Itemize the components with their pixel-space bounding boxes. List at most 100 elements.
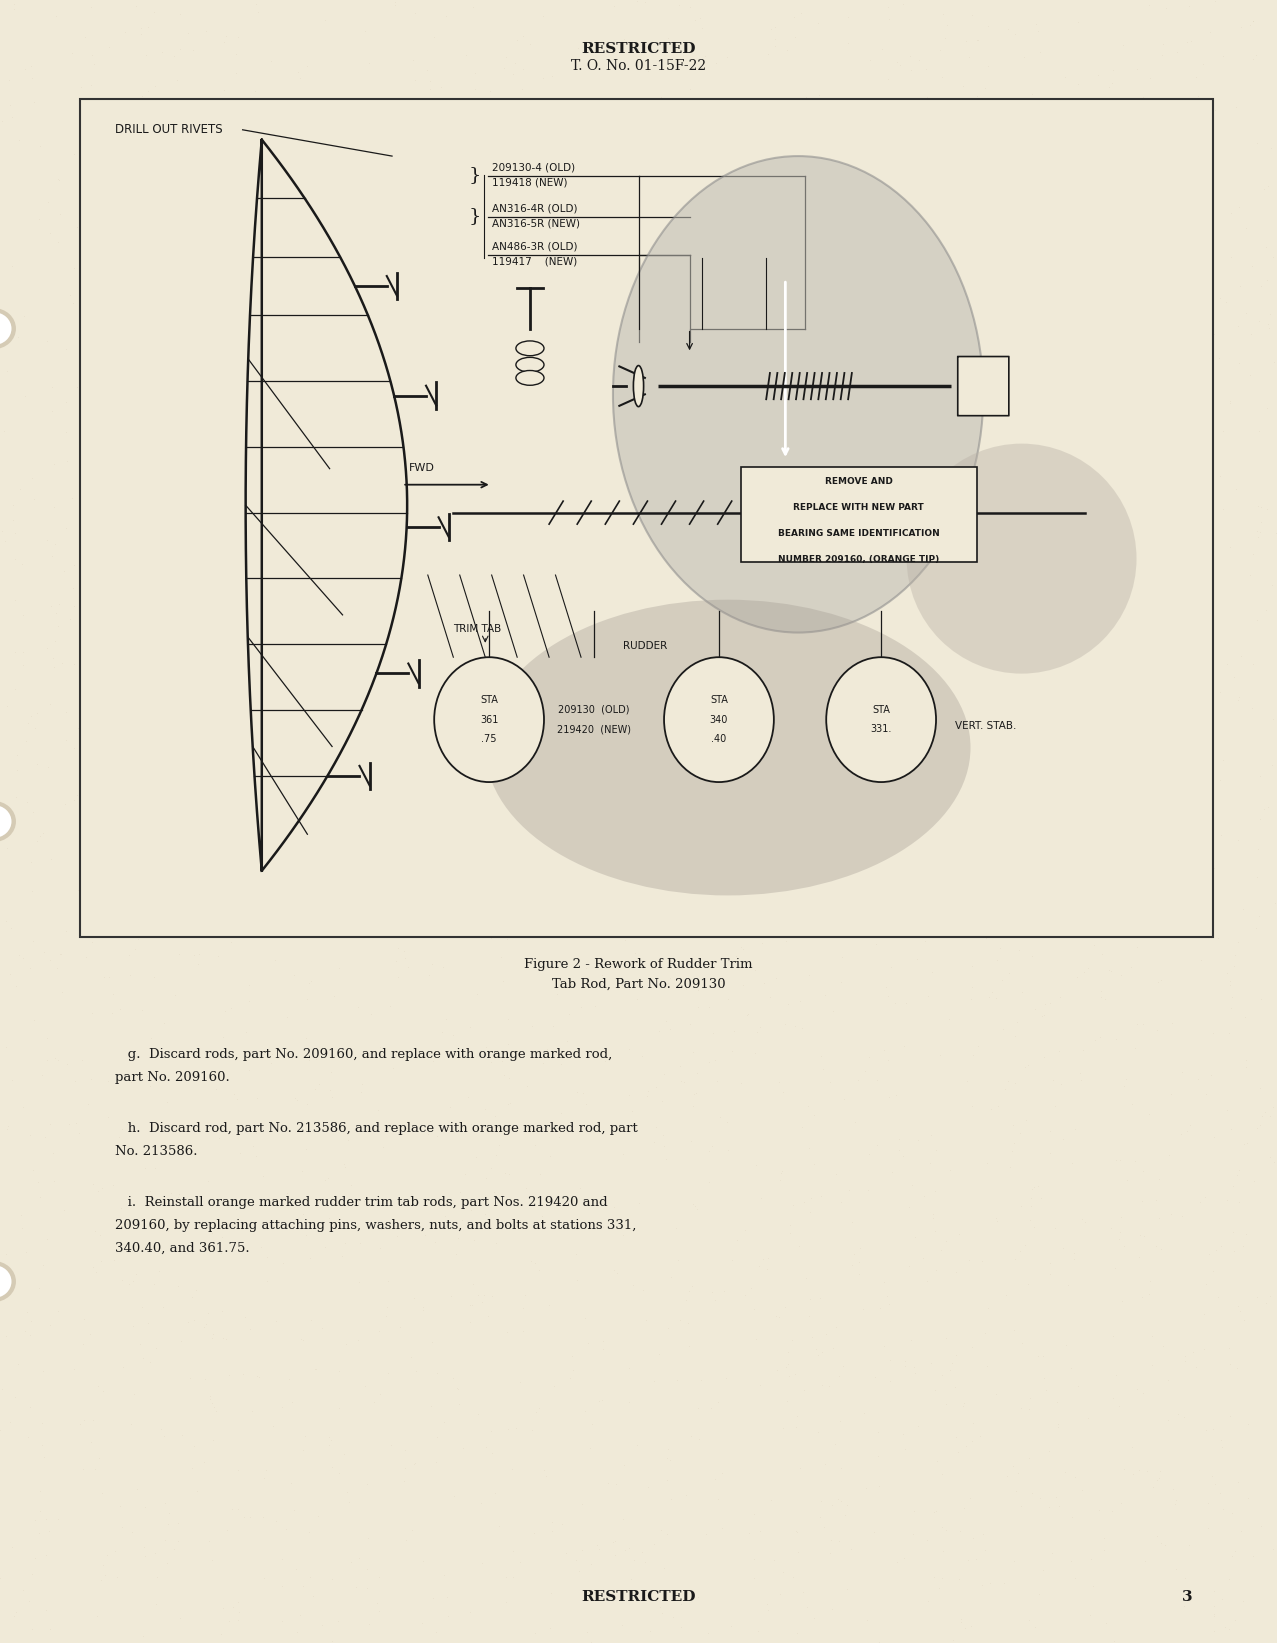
Point — [45, 628, 65, 654]
Point — [1189, 1188, 1209, 1214]
Point — [60, 606, 80, 633]
Point — [1138, 1457, 1158, 1484]
Point — [1061, 1503, 1082, 1530]
Point — [512, 23, 533, 49]
Point — [140, 1025, 161, 1052]
Point — [40, 692, 60, 718]
Point — [221, 994, 241, 1020]
Point — [273, 1250, 294, 1277]
Point — [91, 1249, 111, 1275]
Point — [1022, 1480, 1042, 1507]
Point — [140, 733, 161, 759]
Point — [644, 877, 664, 904]
Point — [1220, 388, 1240, 414]
Point — [203, 1395, 223, 1421]
Point — [198, 797, 218, 823]
Point — [1068, 8, 1088, 35]
Bar — [741, 467, 977, 562]
Point — [1203, 759, 1223, 785]
Point — [1181, 274, 1202, 301]
Point — [797, 506, 817, 532]
Point — [912, 394, 932, 421]
Point — [610, 421, 631, 447]
Point — [388, 935, 409, 961]
Text: i.  Reinstall orange marked rudder trim tab rods, part Nos. 219420 and: i. Reinstall orange marked rudder trim t… — [115, 1196, 608, 1209]
Point — [447, 153, 467, 179]
Point — [259, 637, 280, 664]
Point — [391, 127, 411, 153]
Point — [893, 0, 913, 16]
Point — [779, 209, 799, 235]
Point — [338, 1127, 359, 1153]
Point — [736, 212, 756, 238]
Point — [614, 927, 635, 953]
Point — [902, 186, 922, 212]
Point — [350, 1231, 370, 1257]
Ellipse shape — [664, 657, 774, 782]
Point — [1065, 1116, 1085, 1142]
Point — [0, 1564, 10, 1590]
Point — [344, 463, 364, 490]
Point — [216, 866, 236, 892]
Point — [727, 194, 747, 220]
Point — [599, 595, 619, 621]
Point — [56, 918, 77, 945]
Point — [986, 1382, 1006, 1408]
Point — [1066, 725, 1087, 751]
Point — [684, 1193, 705, 1219]
Point — [784, 1360, 805, 1387]
Point — [0, 527, 15, 554]
Point — [1179, 1531, 1199, 1558]
Point — [962, 1334, 982, 1360]
Point — [650, 427, 670, 453]
Point — [743, 439, 764, 465]
Point — [746, 715, 766, 741]
Point — [355, 882, 375, 909]
Point — [1091, 1024, 1111, 1050]
Point — [266, 946, 286, 973]
Point — [603, 168, 623, 194]
Point — [101, 366, 121, 393]
Point — [1060, 317, 1080, 343]
Point — [815, 983, 835, 1009]
Point — [1186, 585, 1207, 611]
Point — [243, 1132, 263, 1158]
Point — [715, 1365, 736, 1392]
Point — [907, 432, 927, 458]
Point — [278, 352, 299, 378]
Point — [746, 1326, 766, 1352]
Point — [435, 3, 456, 30]
Point — [295, 621, 315, 647]
Point — [151, 702, 171, 728]
Point — [98, 1068, 119, 1094]
Point — [37, 527, 57, 554]
Point — [821, 1528, 842, 1554]
Point — [319, 700, 340, 726]
Point — [992, 508, 1013, 534]
Point — [281, 907, 301, 933]
Point — [614, 1536, 635, 1562]
Point — [976, 705, 996, 731]
Point — [225, 642, 245, 669]
Point — [1008, 547, 1028, 573]
Point — [913, 641, 933, 667]
Point — [1020, 1208, 1041, 1234]
Point — [1228, 683, 1249, 710]
Point — [714, 1278, 734, 1305]
Point — [621, 1566, 641, 1592]
Point — [1183, 1339, 1203, 1365]
Point — [654, 309, 674, 335]
Point — [682, 573, 702, 600]
Point — [171, 1421, 192, 1447]
Point — [1226, 476, 1246, 503]
Point — [220, 1362, 240, 1388]
Point — [268, 366, 289, 393]
Point — [1126, 450, 1147, 476]
Point — [1045, 1093, 1065, 1119]
Point — [167, 918, 188, 945]
Point — [56, 419, 77, 445]
Point — [79, 702, 100, 728]
Point — [434, 388, 455, 414]
Point — [82, 258, 102, 284]
Point — [461, 521, 481, 547]
